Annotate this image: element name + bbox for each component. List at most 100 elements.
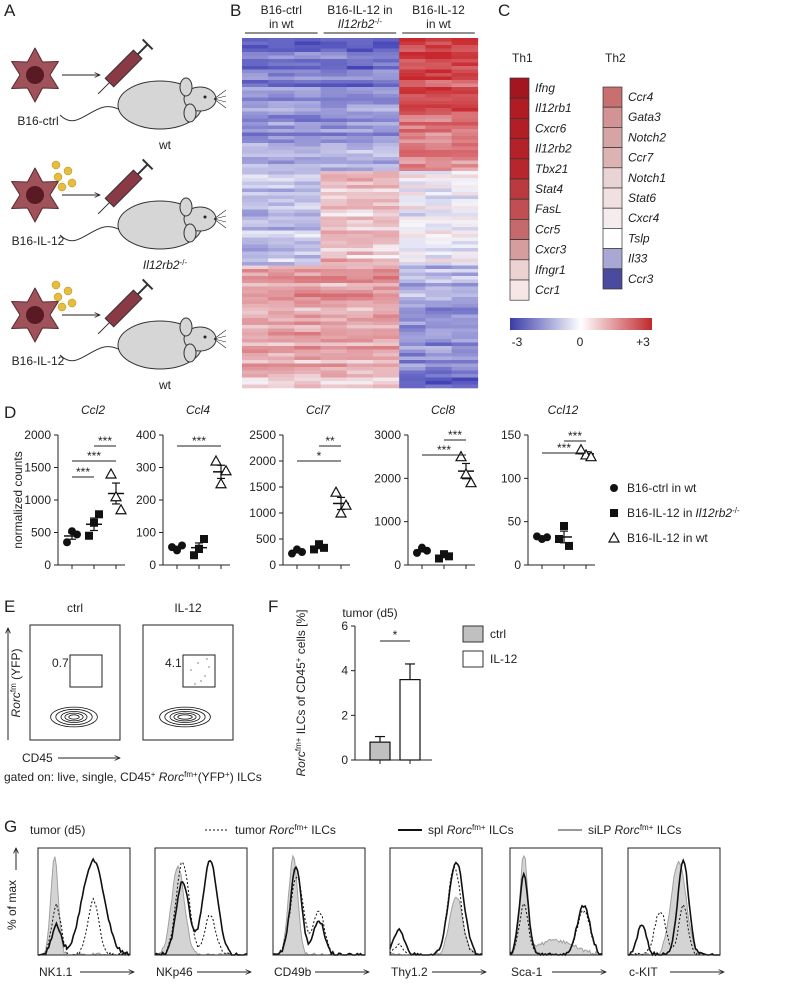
heatmap-cell [373,311,400,315]
heatmap-cell [320,122,348,126]
heatmap-cell [242,171,269,175]
heatmap-cell [451,363,479,368]
heatmap-cell [425,76,452,81]
heatmap-cell [451,62,479,67]
syringe-barrel [104,289,143,328]
heatmap-cell [320,157,348,161]
heatmap-cell [399,195,426,200]
heatmap-cell [242,146,269,151]
heatmap-cell [425,262,452,266]
gene-cell [509,219,530,240]
plot-title: ctrl [67,601,83,615]
gene-label: Ifng [535,81,555,95]
syringe-plunger [137,283,149,295]
heatmap-cell [320,164,348,168]
heatmap-cell [268,314,295,319]
heatmap-cell [294,41,321,46]
heatmap-cell [294,104,321,109]
panel-title: tumor (d5) [30,823,85,837]
heatmap-cell [399,150,426,154]
panel-label: F [268,597,278,616]
y-axis-label: % of max [5,880,19,930]
heatmap-cell [346,255,374,259]
heatmap-cell [320,335,348,340]
heatmap-cell [346,150,374,154]
mouse-label-part: -/- [180,258,188,267]
heatmap-cell [242,360,269,364]
heatmap-cell [242,272,269,277]
heatmap-cell [451,255,479,259]
heatmap-cell [451,265,479,270]
heatmap-cell [425,255,452,259]
heatmap-cell [346,318,374,322]
heatmap-cell [242,279,269,284]
heatmap-cell [373,255,400,259]
heatmap-cell [242,381,269,385]
heatmap-cell [294,311,321,315]
chart-title: Ccl4 [186,403,210,417]
gene-label: Il33 [628,252,648,266]
heatmap-cell [425,311,452,315]
heatmap-cell [399,227,426,231]
heatmap-cell [399,234,426,238]
heatmap-cell [373,76,400,81]
contour [177,714,193,720]
y-tick-label: 500 [31,526,51,540]
heatmap-cell [294,118,321,123]
heatmap-cell [320,171,348,175]
gating-note-part: (YFP [198,770,225,784]
heatmap-cell [242,80,269,84]
mouse-ear [183,343,197,363]
heatmap-cell [373,174,400,179]
heatmap-cell [425,164,452,168]
heatmap-cell [242,69,269,74]
chart-title: Ccl12 [548,403,579,417]
heatmap-cell [373,307,400,312]
heatmap-cell [373,45,400,49]
event-dot [208,666,210,668]
heatmap-cell [268,318,295,322]
heatmap-cell [425,293,452,298]
contour [164,708,206,726]
heatmap-cell [451,262,479,266]
heatmap-cell [399,290,426,294]
heatmap-cell [346,335,374,340]
histogram-tumor [38,897,131,956]
heatmap-cell [320,367,348,371]
y-axis-label-part: + [294,657,303,662]
heatmap-cell [425,349,452,354]
heatmap-cell [268,115,295,119]
histogram-siLP [38,856,131,956]
heatmap-cell [294,115,321,119]
heatmap-cell [399,157,426,161]
plot-title: IL-12 [174,601,202,615]
heatmap-cell [373,104,400,109]
heatmap-cell [268,213,295,217]
heatmap-cell [268,290,295,294]
heatmap-cell [373,353,400,357]
heatmap-cell [425,297,452,301]
heatmap-cell [346,160,374,165]
heatmap-cell [242,286,269,291]
heatmap-cell [294,363,321,368]
heatmap-cell [268,262,295,266]
heatmap-cell [268,146,295,151]
heatmap-cell [268,349,295,354]
heatmap-cell [451,220,479,224]
heatmap-cell [320,104,348,109]
heatmap-cell [242,199,269,203]
legend-label-part: spl [428,823,447,837]
whisker [213,89,227,100]
heatmap-cell [373,160,400,165]
heatmap-cell [346,244,374,249]
dot [315,540,323,549]
heatmap-cell [268,258,295,263]
heatmap-cell [399,335,426,340]
heatmap-cell [451,367,479,371]
heatmap-cell [320,150,348,154]
heatmap-cell [425,125,452,130]
heatmap-cell [268,244,295,249]
heatmap-cell [451,111,479,116]
marker-label: Sca-1 [511,965,543,979]
